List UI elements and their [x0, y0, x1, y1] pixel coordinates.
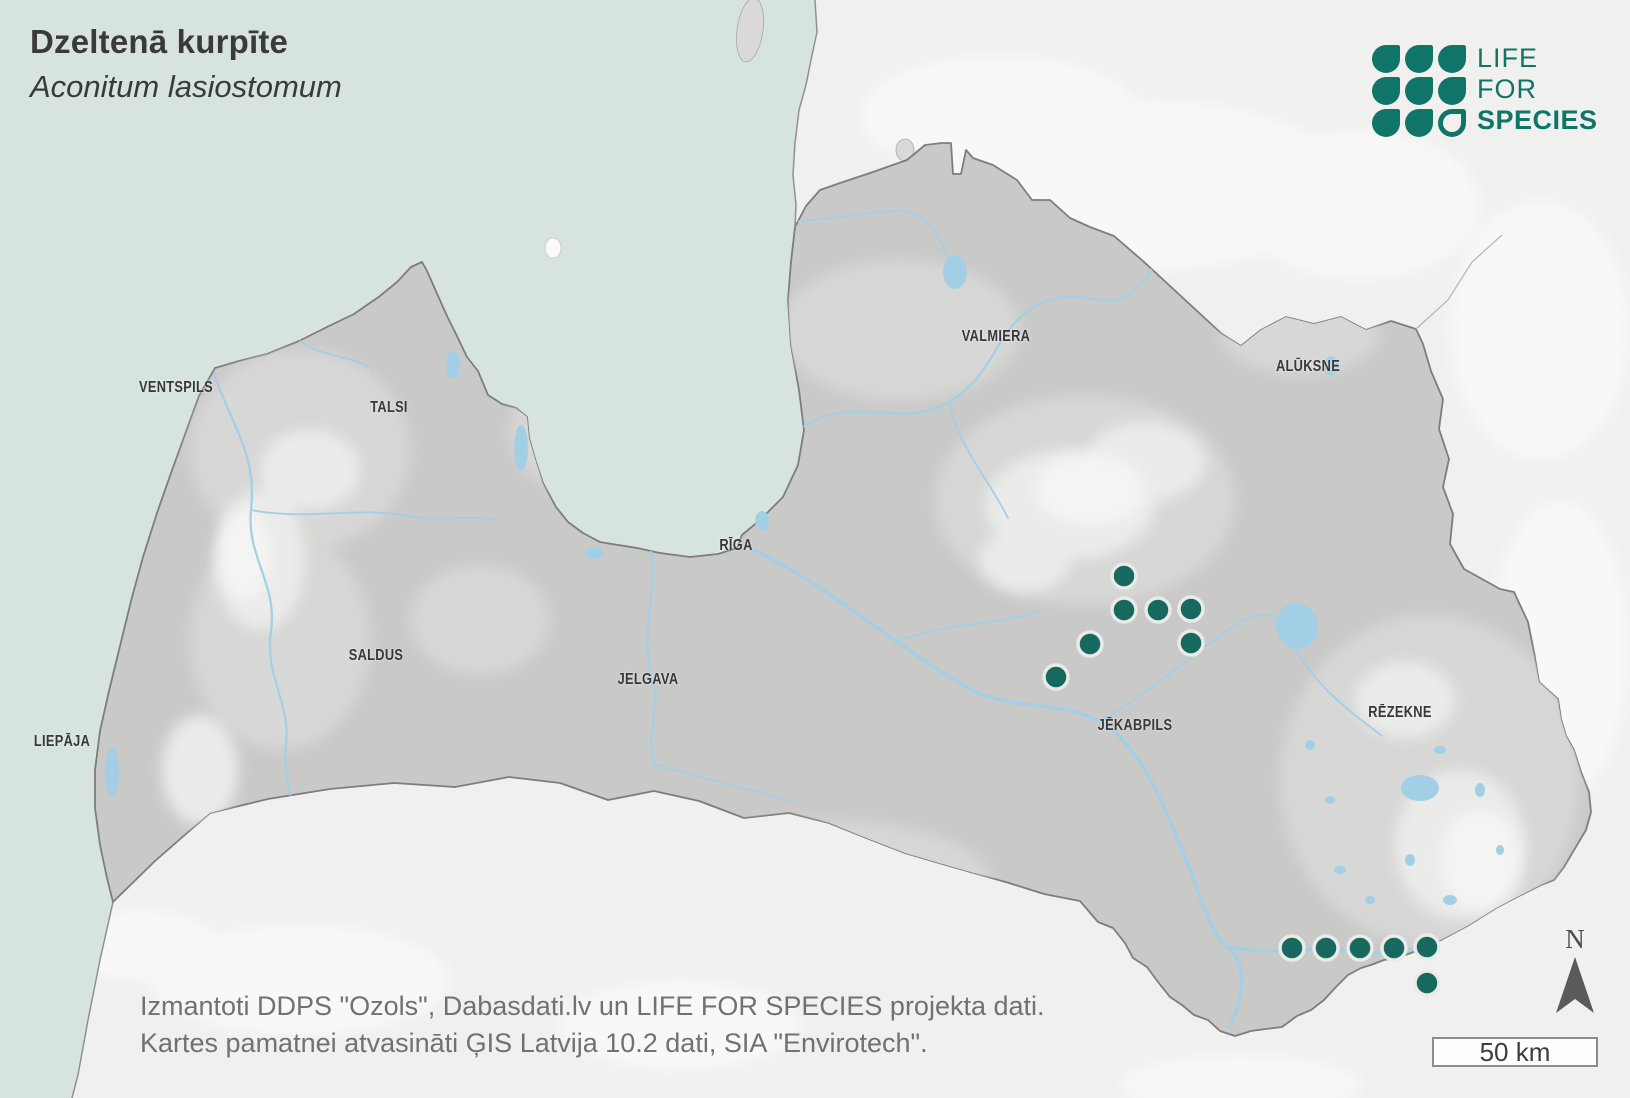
city-label-alksne: ALŪKSNE — [1275, 358, 1341, 375]
city-label-jelgava: JELGAVA — [617, 671, 679, 688]
occurrence-dot — [1110, 562, 1138, 590]
lake-burtnieks — [943, 255, 967, 289]
logo-line-species: SPECIES — [1477, 105, 1598, 135]
occurrence-dot — [1312, 934, 1340, 962]
life-for-species-logo: LIFE FOR SPECIES — [1372, 43, 1602, 145]
attribution: Izmantoti DDPS "Ozols", Dabasdati.lv un … — [140, 988, 1045, 1062]
lake-kisezers — [755, 511, 769, 531]
occurrence-dot — [1413, 933, 1441, 961]
neighbor-relief — [60, 55, 1630, 1098]
river-rezekne — [1295, 649, 1383, 737]
attribution-line-2: Kartes pamatnei atvasināti ĢIS Latvija 1… — [140, 1028, 928, 1058]
occurrence-points — [1042, 562, 1441, 997]
river-gauja-tributary — [948, 401, 1009, 519]
city-label-rga: RĪGA — [719, 537, 753, 554]
scale-bar-label: 50 km — [1479, 1036, 1551, 1067]
occurrence-dot — [1110, 596, 1138, 624]
city-label-valmiera: VALMIERA — [961, 328, 1031, 345]
city-label-saldus: SALDUS — [348, 647, 404, 664]
river-irbe — [299, 340, 373, 370]
city-label-ventspils: VENTSPILS — [138, 379, 214, 396]
title-block: Dzeltenā kurpīte Aconitum lasiostomum — [30, 22, 342, 105]
river-abava — [250, 509, 499, 522]
species-common-name: Dzeltenā kurpīte — [30, 23, 289, 60]
occurrence-dot — [1042, 663, 1070, 691]
north-arrow-icon — [1556, 957, 1594, 1013]
north-arrow: N — [1540, 924, 1610, 1019]
occurrence-dot — [1144, 596, 1172, 624]
occurrence-dot — [1278, 934, 1306, 962]
river-ogre — [897, 610, 1039, 642]
city-label-liepja: LIEPĀJA — [33, 733, 91, 750]
species-latin-name: Aconitum lasiostomum — [30, 68, 342, 104]
border-estonia-russia — [1415, 234, 1503, 330]
city-label-jkabpils: JĒKABPILS — [1097, 717, 1173, 734]
sea — [0, 0, 817, 1098]
river-salaca — [797, 210, 948, 258]
river-memele — [653, 763, 793, 803]
lake-lubans — [1275, 603, 1319, 649]
lake-aluksne — [1324, 356, 1338, 376]
occurrence-dot — [1380, 934, 1408, 962]
occurrence-dot — [1076, 630, 1104, 658]
occurrence-dot — [1177, 629, 1205, 657]
lake-usma — [446, 351, 460, 379]
attribution-line-1: Izmantoti DDPS "Ozols", Dabasdati.lv un … — [140, 991, 1045, 1021]
lake-kanieris — [585, 547, 603, 559]
river-gauja — [799, 249, 1156, 430]
lake-liepaja — [105, 747, 119, 797]
coastline-estonia — [792, 0, 818, 228]
occurrence-dot — [1346, 934, 1374, 962]
logo-wordmark: LIFE FOR SPECIES — [1477, 43, 1598, 136]
logo-line-for: FOR — [1477, 74, 1537, 104]
coastline-lithuania — [71, 901, 114, 1098]
rivers — [212, 210, 1468, 1030]
occurrence-dot — [1413, 969, 1441, 997]
occurrence-dot — [1177, 595, 1205, 623]
islands — [544, 0, 915, 259]
city-label-talsi: TALSI — [370, 399, 408, 416]
north-letter: N — [1565, 924, 1585, 954]
lake-engure — [514, 425, 528, 471]
river-lielupe — [646, 547, 657, 766]
river-venta — [212, 372, 296, 840]
river-aiviekste — [1099, 614, 1281, 723]
scale-bar: 50 km — [1432, 1037, 1598, 1067]
lake-razna — [1401, 775, 1439, 801]
logo-drops-icon — [1372, 45, 1468, 141]
logo-line-life: LIFE — [1477, 43, 1539, 73]
city-label-rzekne: RĒZEKNE — [1368, 704, 1432, 721]
